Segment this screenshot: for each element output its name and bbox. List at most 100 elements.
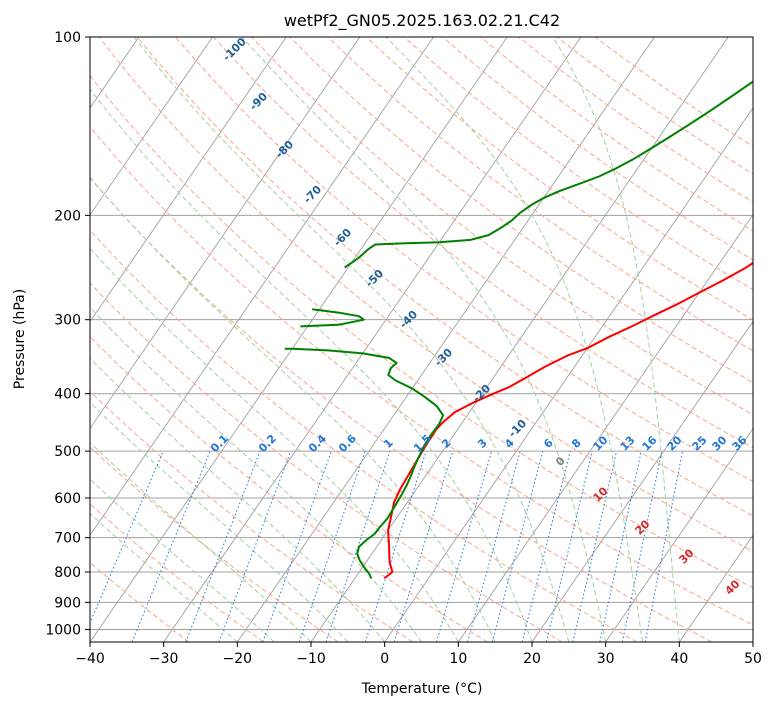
mixing-ratio-label: 16 [640,433,660,453]
moist-adiabat-line [90,401,349,642]
moist-adiabat-line [385,37,643,642]
x-tick-label: 40 [670,651,688,667]
dry-adiabat-line [90,335,488,642]
mixing-ratio-label: 3 [475,436,490,451]
y-tick-label: 500 [54,444,81,460]
y-tick-label: 200 [54,208,81,224]
sounding-line [344,80,753,269]
moist-adiabat-label: -100 [220,35,249,64]
mixing-ratio-line [364,450,427,642]
isotherm-line [90,37,213,216]
dry-adiabat-line [251,37,753,416]
dry-adiabat-label: 30 [677,546,697,566]
mixing-ratio-label: 10 [591,433,611,453]
mixing-ratio-line [467,450,521,642]
mixing-ratio-line [644,451,684,642]
dry-adiabat-line [90,177,712,642]
sounding-line [300,308,365,328]
dry-adiabat-label: 10 [591,484,611,504]
x-tick-label: −10 [296,651,326,667]
x-tick-label: −40 [75,651,105,667]
moist-adiabat-line [90,357,386,642]
isotherm-line [457,213,753,642]
x-axis-label: Temperature (°C) [361,681,483,697]
isotherm-line [90,37,287,323]
dry-adiabat-line [213,37,753,449]
sounding-series [284,80,753,580]
dry-adiabat-line [90,390,414,642]
mixing-ratio-line [572,450,618,642]
dry-adiabat-line [90,282,563,642]
isotherm-line [90,37,434,536]
y-tick-label: 400 [54,387,81,403]
dry-adiabat-line [442,37,753,261]
isotherm-line [384,107,753,642]
mixing-ratio-label: 6 [541,436,556,451]
mixing-ratio-label: 8 [569,436,584,451]
dry-adiabat-line [289,37,753,384]
moist-adiabat-line [90,478,275,642]
mixing-ratio-line [435,450,493,642]
y-ticks: 100 200 300 400 500 600 700 800 900 1000 [45,30,90,638]
dry-adiabat-line [136,37,753,517]
mixing-ratio-line [393,450,454,642]
mixing-ratio-line [262,450,332,642]
dry-adiabat-label: 20 [633,517,653,537]
isotherm-line [236,37,655,642]
x-tick-label: 0 [380,651,389,667]
dry-adiabat-line [327,37,753,352]
mixing-ratio-label: 20 [665,433,685,453]
dry-adiabat-line [365,37,753,321]
moist-adiabat-line [90,512,238,642]
moist-adiabat-line [90,441,312,642]
dry-adiabat-line [480,37,753,232]
moist-adiabat-label: -70 [301,183,324,206]
dry-adiabat-line [98,37,753,553]
mixing-ratio-line [545,450,593,642]
moist-adiabat-line [133,37,570,642]
x-tick-label: 50 [744,651,762,667]
mixing-ratio-line [491,450,544,642]
moist-adiabat-line [90,88,533,642]
dry-adiabat-line [403,37,753,291]
isotherm-line [531,320,753,642]
y-tick-label: 700 [54,531,81,547]
background-lines [0,37,753,642]
y-tick-label: 100 [54,30,81,46]
moist-adiabat-line [241,37,607,642]
sounding-line [284,347,445,579]
y-tick-label: 600 [54,491,81,507]
x-tick-label: 30 [597,651,615,667]
y-tick-label: 800 [54,565,81,581]
x-tick-label: 20 [523,651,541,667]
isotherm-line [90,37,361,430]
y-axis-label: Pressure (hPa) [12,289,28,389]
mixing-ratio-line [131,450,211,642]
plot-frame [89,36,754,643]
mixing-ratio-label: 30 [710,433,730,453]
mixing-ratio-line [621,451,663,642]
isotherm-line [605,427,753,642]
x-tick-label: −20 [223,651,253,667]
isotherm-line [163,37,582,642]
mixing-ratio-label: 13 [618,434,638,454]
moist-adiabat-label: -40 [397,308,420,331]
x-tick-label: 10 [449,651,467,667]
chart-title: wetPf2_GN05.2025.163.02.21.C42 [284,11,560,31]
dry-adiabat-line [90,561,190,642]
mixing-ratio-line [298,450,366,642]
line-labels: 0.1 0.2 0.4 0.6 1 1.5 2 3 4 6 8 10 13 16 20 25 30 36-100-… [208,35,750,598]
moist-adiabat-label: -60 [331,226,354,249]
mixing-ratio-line [521,450,571,642]
dry-adiabat-line [90,229,638,642]
dry-adiabat-line [518,37,753,203]
moist-adiabat-line [552,37,680,642]
x-tick-label: −30 [149,651,179,667]
isotherm-line [678,534,753,642]
isotherm-line [0,37,65,642]
sounding-line [383,261,753,580]
moist-adiabat-label: -30 [432,346,455,369]
mixing-ratio-label: 25 [690,434,710,454]
moist-adiabat-line [90,306,422,642]
